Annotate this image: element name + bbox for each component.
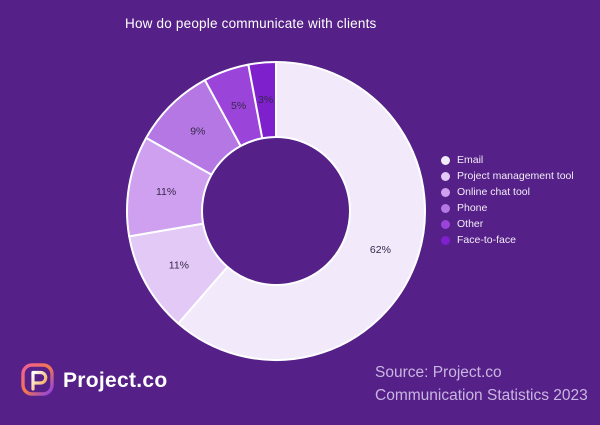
legend-label: Online chat tool	[457, 186, 530, 198]
legend-swatch	[441, 171, 450, 181]
legend-item-project-management-tool: Project management tool	[441, 168, 574, 184]
slice-label-2: 11%	[156, 186, 176, 198]
legend-label: Email	[457, 154, 484, 166]
source-line-2: Communication Statistics 2023	[375, 387, 588, 404]
legend-item-email: Email	[441, 152, 574, 168]
projectco-logo: Project.co	[21, 363, 168, 398]
source-attribution: Source: Project.co Communication Statist…	[375, 361, 588, 407]
source-line-1: Source: Project.co	[375, 364, 502, 381]
legend-swatch	[441, 219, 450, 229]
slice-label-1: 11%	[169, 260, 189, 272]
slice-label-3: 9%	[190, 126, 205, 138]
chart-title: How do people communicate with clients	[125, 16, 377, 31]
legend: Email Project management tool Online cha…	[441, 152, 574, 248]
slice-label-5: 3%	[258, 94, 273, 106]
legend-label: Project management tool	[457, 170, 574, 182]
legend-item-face-to-face: Face-to-face	[441, 232, 574, 248]
legend-item-phone: Phone	[441, 200, 574, 216]
legend-swatch	[441, 187, 450, 197]
legend-item-other: Other	[441, 216, 574, 232]
legend-swatch	[441, 155, 450, 165]
legend-swatch	[441, 203, 450, 213]
legend-label: Face-to-face	[457, 234, 516, 246]
donut-slice-5	[247, 61, 277, 140]
legend-item-online-chat-tool: Online chat tool	[441, 184, 574, 200]
slice-label-4: 5%	[231, 100, 246, 112]
slice-label-0: 62%	[370, 244, 391, 256]
donut-slice-0	[177, 61, 426, 361]
legend-label: Phone	[457, 202, 488, 214]
logo-text: Project.co	[63, 368, 168, 392]
legend-swatch	[441, 235, 450, 245]
projectco-logo-icon	[21, 363, 54, 396]
legend-label: Other	[457, 218, 484, 230]
